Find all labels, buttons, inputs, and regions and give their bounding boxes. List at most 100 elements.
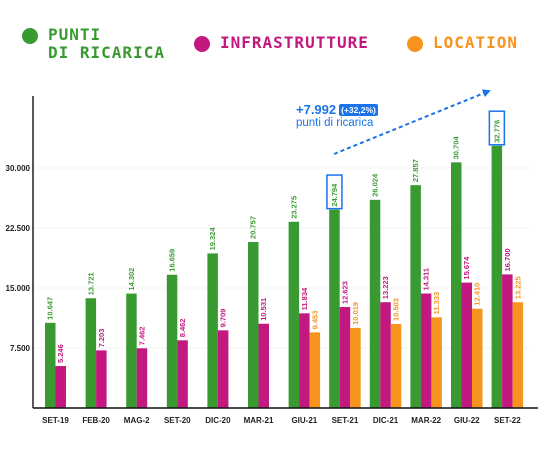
- bar-infrastrutture: [502, 274, 513, 408]
- data-label: 24.794: [330, 183, 339, 207]
- bar-location: [390, 323, 402, 408]
- x-tick-label: MAG-2: [124, 416, 150, 425]
- data-label: 7.462: [137, 327, 146, 346]
- bar-punti-di-ricarica: [410, 185, 421, 408]
- y-tick-label: 30.000: [6, 164, 31, 173]
- x-tick-label: MAR-22: [411, 416, 441, 425]
- data-label: 10.647: [46, 297, 55, 320]
- bar-infrastrutture: [461, 282, 472, 408]
- data-label: 10.019: [351, 302, 360, 325]
- legend-item-location: LOCATION: [407, 34, 518, 52]
- highlight-box: [488, 110, 506, 146]
- bar-punti-di-ricarica: [85, 298, 97, 408]
- data-label: 14.302: [127, 268, 136, 291]
- data-label: 13.721: [86, 272, 95, 295]
- legend-item-punti-di-ricarica: PUNTI DI RICARICA: [22, 26, 165, 62]
- bar-location: [350, 327, 361, 408]
- growth-percent-badge: (+32,2%): [339, 103, 378, 116]
- x-tick-label: DIC-20: [205, 416, 231, 425]
- bar-infrastrutture: [299, 313, 310, 408]
- bar-punti-di-ricarica: [329, 209, 340, 408]
- bar-punti-di-ricarica: [369, 199, 381, 408]
- x-tick-label: SET-20: [164, 416, 191, 425]
- data-label: 30.704: [452, 136, 461, 160]
- bar-location: [431, 317, 442, 408]
- growth-annotation-line: +7.992 (+32,2%): [296, 102, 396, 117]
- data-label: 5.246: [56, 344, 65, 363]
- data-label: 16.659: [168, 249, 177, 272]
- bar-infrastrutture: [96, 350, 107, 408]
- legend-label: LOCATION: [433, 33, 519, 52]
- data-label: 13.223: [381, 276, 390, 299]
- x-tick-label: SET-21: [332, 416, 359, 425]
- legend-label: INFRASTRUTTURE: [220, 33, 369, 52]
- data-label: 19.324: [208, 227, 217, 251]
- gridlines: [33, 167, 530, 349]
- bar-infrastrutture: [55, 366, 66, 408]
- legend-swatch-magenta: [194, 36, 210, 52]
- bar-location: [309, 332, 321, 408]
- bar-punti-di-ricarica: [451, 162, 462, 408]
- highlight-box: [326, 174, 343, 210]
- data-labels: 10.647 5.246 13.721 7.203 14.302 7.462 16.659 8…: [46, 110, 522, 363]
- bar-punti-di-ricarica: [207, 253, 218, 408]
- data-label: 8.462: [178, 319, 187, 338]
- bar-infrastrutture: [420, 293, 432, 408]
- bar-punti-di-ricarica: [248, 241, 259, 408]
- x-tick-label: SET-22: [494, 416, 521, 425]
- data-label: 15.674: [462, 256, 471, 280]
- bar-punti-di-ricarica: [288, 221, 300, 408]
- x-tick-label: DIC-21: [373, 416, 399, 425]
- y-axis-ticks: 7.500 15.000 22.500 30.000: [6, 164, 31, 353]
- x-tick-label: SET-19: [42, 416, 69, 425]
- growth-caption: punti di ricarica: [296, 117, 374, 129]
- data-label: 10.531: [259, 298, 268, 321]
- data-label: 32.776: [492, 120, 501, 143]
- bar-infrastrutture: [339, 307, 351, 408]
- legend-swatch-orange: [407, 36, 423, 52]
- data-label: 20.757: [249, 216, 258, 239]
- data-label: 26.024: [371, 173, 380, 197]
- legend-item-infrastrutture: INFRASTRUTTURE: [194, 34, 369, 52]
- bar-infrastrutture: [217, 330, 229, 408]
- legend: PUNTI DI RICARICA INFRASTRUTTURE LOCATIO…: [22, 26, 537, 70]
- y-tick-label: 7.500: [10, 344, 31, 353]
- legend-swatch-green: [22, 28, 38, 44]
- bar-punti-di-ricarica: [45, 322, 56, 408]
- y-tick-label: 15.000: [6, 284, 31, 293]
- y-tick-label: 22.500: [6, 224, 31, 233]
- data-label: 27.857: [411, 159, 420, 182]
- bar-location: [512, 302, 524, 408]
- x-tick-label: FEB-20: [82, 416, 110, 425]
- bar-infrastrutture: [258, 323, 269, 408]
- bar-punti-di-ricarica: [166, 274, 178, 408]
- bar-infrastrutture: [136, 348, 148, 408]
- data-label: 16.700: [503, 248, 512, 271]
- x-axis-ticks: SET-19 FEB-20 MAG-2 SET-20 DIC-20 MAR-21 GIU-2…: [42, 416, 521, 425]
- bar-infrastrutture: [380, 302, 391, 408]
- bar-location: [472, 308, 483, 408]
- bar-infrastrutture: [177, 340, 188, 408]
- data-label: 10.503: [392, 298, 401, 321]
- data-label: 7.203: [97, 329, 106, 348]
- x-tick-label: GIU-21: [291, 416, 317, 425]
- data-label: 14.311: [422, 268, 431, 291]
- data-label: 23.275: [289, 196, 298, 219]
- bars: [45, 145, 524, 409]
- growth-delta: +7.992: [296, 102, 337, 117]
- data-label: 9.453: [310, 311, 319, 330]
- x-tick-label: GIU-22: [454, 416, 480, 425]
- data-label: 9.709: [219, 309, 228, 328]
- bar-punti-di-ricarica: [126, 293, 137, 408]
- legend-label: PUNTI DI RICARICA: [48, 25, 165, 62]
- axes: [32, 96, 538, 409]
- x-tick-label: MAR-21: [244, 416, 274, 425]
- data-label: 12.623: [340, 281, 349, 304]
- growth-annotation: +7.992 (+32,2%) punti di ricarica: [296, 102, 396, 129]
- bar-punti-di-ricarica: [491, 145, 503, 409]
- data-label: 11.834: [300, 287, 309, 310]
- data-label: 12.410: [473, 283, 482, 306]
- data-label: 11.333: [432, 292, 441, 315]
- data-label: 13.225: [513, 276, 522, 299]
